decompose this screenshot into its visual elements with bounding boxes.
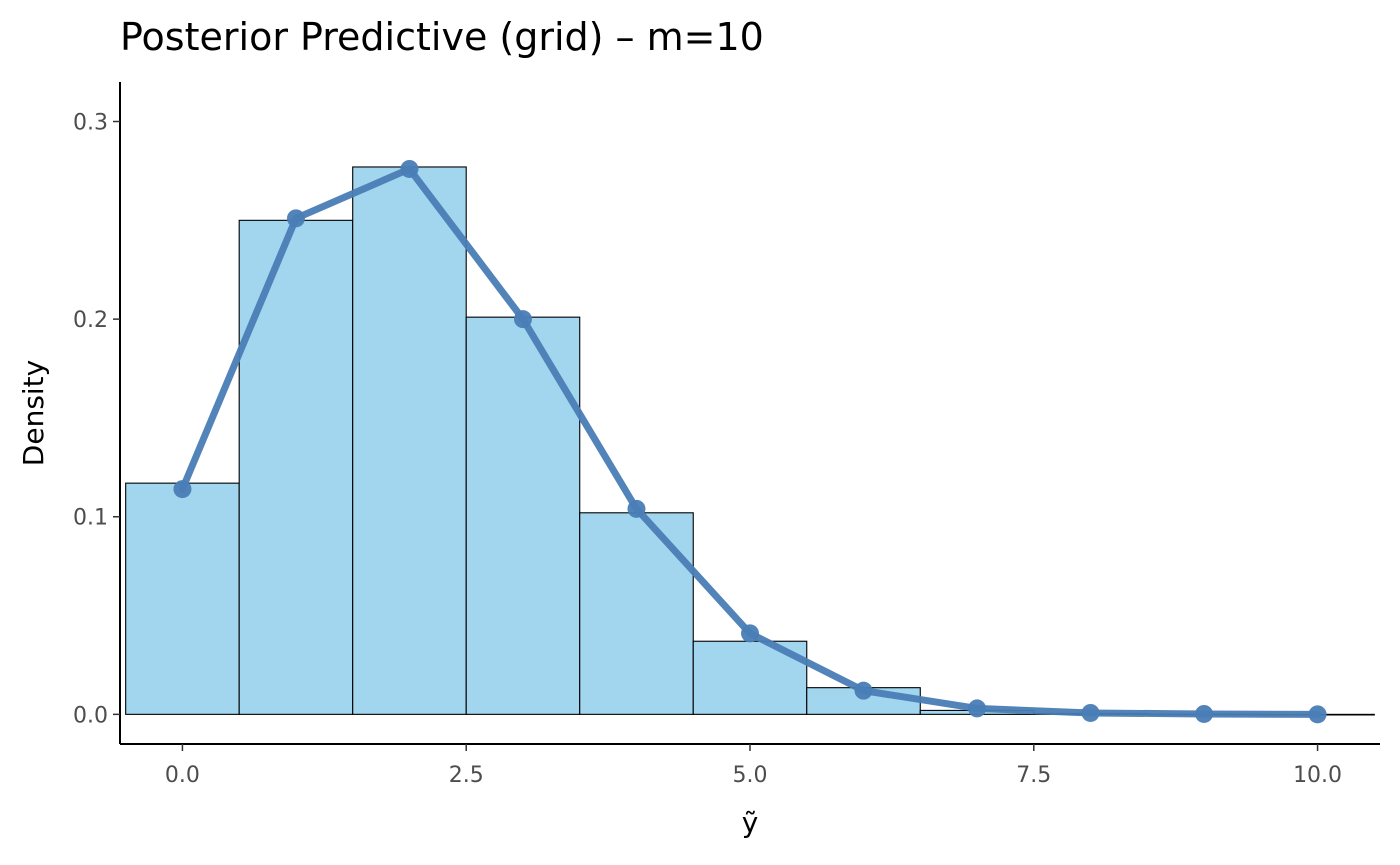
predictive-points <box>173 159 1327 724</box>
predictive-point <box>968 699 987 718</box>
x-tick-label: 0.0 <box>165 763 200 788</box>
x-axis-title: ỹ <box>742 806 759 839</box>
predictive-point <box>854 681 873 700</box>
predictive-point <box>1195 704 1214 723</box>
histogram-bar <box>465 316 581 715</box>
histogram-bar <box>352 166 467 715</box>
x-tick-label: 2.5 <box>449 763 484 788</box>
predictive-point <box>1081 703 1100 722</box>
predictive-point <box>400 159 419 178</box>
histogram-bar <box>579 512 694 715</box>
y-tick-label: 0.1 <box>73 506 108 531</box>
predictive-point <box>173 480 192 499</box>
y-tick-label: 0.2 <box>73 308 108 333</box>
x-tick-label: 7.5 <box>1016 763 1051 788</box>
predictive-point <box>286 209 305 228</box>
x-tick-label: 5.0 <box>733 763 768 788</box>
y-tick-label: 0.3 <box>73 111 108 136</box>
chart-title: Posterior Predictive (grid) – m=10 <box>120 15 764 59</box>
y-axis-title: Density <box>17 360 50 466</box>
histogram-bar <box>238 219 354 715</box>
x-tick-label: 10.0 <box>1293 763 1342 788</box>
predictive-point <box>1308 705 1327 724</box>
predictive-point <box>627 499 646 518</box>
y-tick-label: 0.0 <box>73 703 108 728</box>
histogram-bar <box>125 482 240 715</box>
y-axis-ticks: 0.0 0.1 0.2 0.3 <box>73 111 120 728</box>
x-axis-ticks: 0.0 2.5 5.0 7.5 10.0 <box>165 744 1342 788</box>
predictive-point <box>741 624 759 643</box>
predictive-point <box>513 310 532 329</box>
